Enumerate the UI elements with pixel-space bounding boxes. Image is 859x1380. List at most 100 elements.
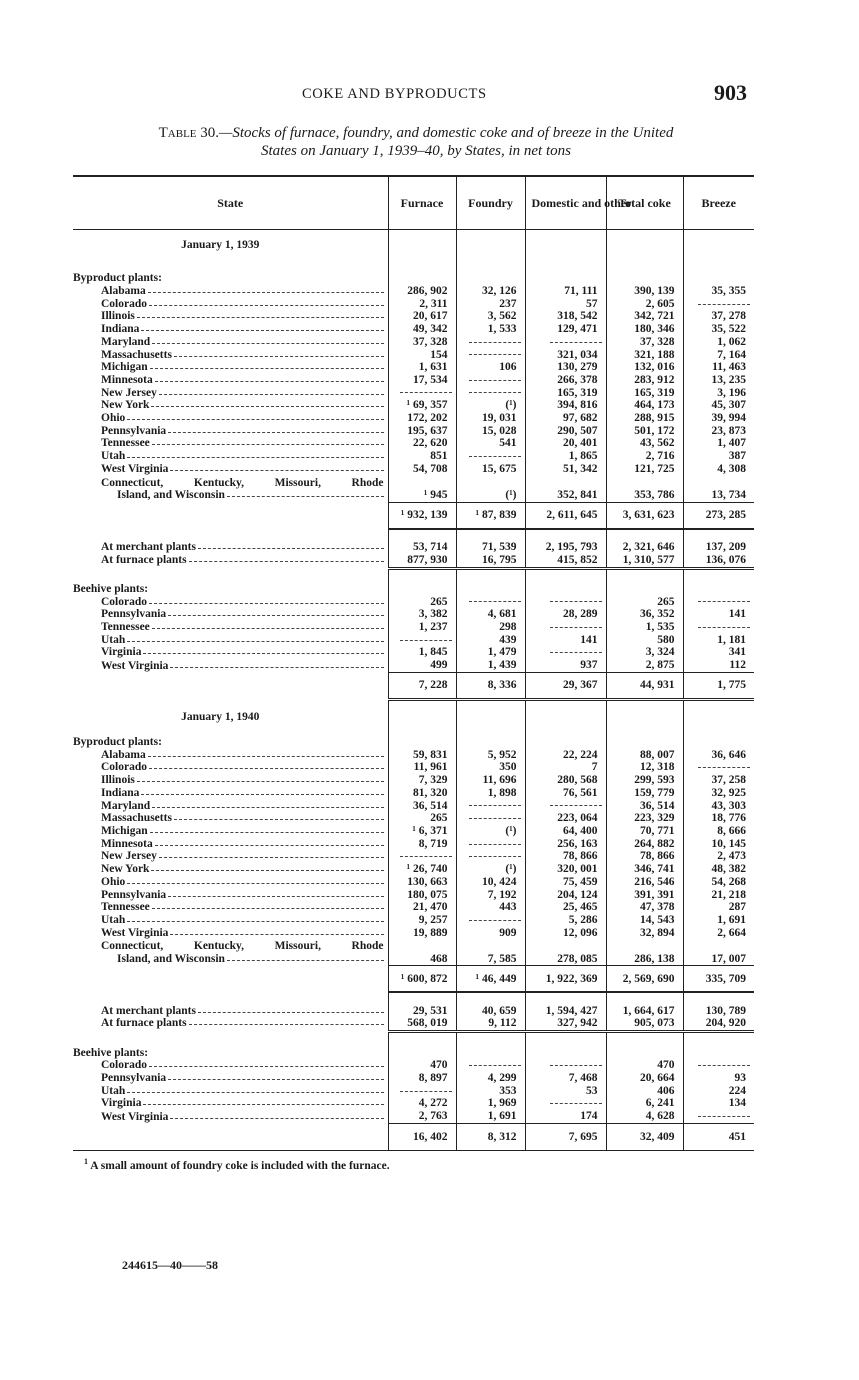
cell-breeze	[682, 761, 754, 775]
state-name: Massachusetts	[101, 812, 172, 825]
cell-total-coke: 20, 664	[605, 1072, 683, 1085]
empty-dash	[549, 805, 602, 807]
dot-leader	[168, 895, 384, 897]
row-label-cell: Tennessee	[73, 901, 388, 914]
cell-foundry: (¹)	[455, 824, 525, 838]
state-label: Tennessee	[73, 437, 388, 450]
cell-total-coke: 32, 409	[605, 1122, 683, 1151]
table-row: Pennsylvania 8, 897 4, 299 7, 468 20, 664 93	[73, 1072, 754, 1085]
state-label: Ohio	[73, 412, 388, 425]
table-row: West Virginia 499 1, 439 937 2, 875 112	[73, 659, 754, 673]
row-label-cell: West Virginia	[73, 463, 388, 476]
row-label-cell: Tennessee	[73, 437, 388, 450]
cell-foundry: 10, 424	[455, 875, 525, 889]
cell-domestic: 223, 064	[524, 812, 606, 825]
row-label-cell	[73, 672, 388, 699]
cell-breeze: 1, 691	[682, 913, 754, 927]
cell-breeze: 36, 646	[682, 748, 754, 762]
cell-total-coke: 223, 329	[605, 812, 683, 825]
dot-leader	[127, 457, 384, 459]
empty-dash	[399, 1090, 452, 1092]
footnote: 1 A small amount of foundry coke is incl…	[84, 1157, 390, 1172]
table-label: Table 30.	[158, 125, 220, 141]
state-name: New York	[101, 399, 150, 412]
cell-foundry: 71, 539	[455, 527, 525, 554]
row-label-cell: At furnace plants	[73, 554, 388, 569]
row-label-cell: Colorado	[73, 1059, 388, 1072]
cell-furnace: 1, 845	[387, 646, 456, 660]
table-row: 7, 228 8, 336 29, 367 44, 931 1, 775	[73, 671, 754, 700]
header-foundry: Foundry	[455, 175, 525, 230]
cell-domestic	[524, 620, 606, 634]
table-row: Massachusetts 265 223, 064 223, 329 18, 776	[73, 812, 754, 825]
cell-breeze: 273, 285	[682, 501, 754, 529]
cell-foundry: ¹ 87, 839	[455, 501, 525, 529]
dot-leader	[168, 615, 384, 617]
cell-foundry: 1, 533	[455, 323, 525, 336]
empty-dash	[698, 626, 750, 628]
table-row: Alabama 286, 902 32, 126 71, 111 390, 139 35,…	[73, 285, 754, 298]
cell-total-coke: 346, 741	[605, 863, 683, 876]
cell-furnace	[387, 697, 456, 723]
table-row: Pennsylvania 180, 075 7, 192 204, 124 391, 3…	[73, 888, 754, 902]
row-label-cell: Utah	[73, 1085, 388, 1098]
row-label-cell: Utah	[73, 450, 388, 463]
cell-furnace: 499	[387, 659, 456, 673]
cell-foundry	[455, 229, 525, 259]
cell-domestic: 1, 922, 369	[524, 965, 606, 993]
cell-breeze: 1, 775	[682, 671, 754, 700]
cell-foundry	[455, 722, 525, 749]
state-label: Michigan	[73, 825, 388, 838]
table-row: Ohio 172, 202 19, 031 97, 682 288, 915 39, 99…	[73, 412, 754, 425]
empty-dash	[468, 456, 521, 457]
state-label: Alabama	[73, 749, 388, 762]
row-label-cell: New Jersey	[73, 850, 388, 863]
dot-leader	[149, 368, 384, 370]
table-row: Minnesota 8, 719 256, 163 264, 882 10, 145	[73, 837, 754, 851]
state-name: Colorado	[101, 1059, 147, 1072]
state-label: Illinois	[73, 310, 388, 323]
dot-leader	[170, 469, 384, 471]
table-row: Utah 353 53 406 224	[73, 1084, 754, 1098]
cell-furnace: 1, 237	[387, 620, 456, 634]
cell-domestic	[524, 595, 606, 609]
table-row: Connecticut, Kentucky, Missouri, Rhode Is…	[73, 939, 754, 966]
cell-total-coke: 353, 786	[605, 475, 683, 503]
cell-breeze	[682, 297, 754, 311]
table-row: ¹ 600, 872 ¹ 46, 449 1, 922, 369 2, 569, 69…	[73, 965, 754, 993]
cell-breeze: 1, 181	[682, 633, 754, 647]
cell-total-coke: 406	[605, 1084, 683, 1098]
cell-foundry	[455, 348, 525, 362]
cell-furnace: 3, 382	[387, 608, 456, 621]
cell-breeze	[682, 568, 754, 596]
dot-leader	[158, 857, 384, 859]
row-label-cell: Ohio	[73, 412, 388, 425]
cell-breeze: 137, 209	[682, 527, 754, 554]
cell-total-coke: 4, 628	[605, 1110, 683, 1124]
table-row: Connecticut, Kentucky, Missouri, Rhode Is…	[73, 475, 754, 503]
cell-furnace: ¹ 6, 371	[387, 824, 456, 838]
cell-breeze: 13, 235	[682, 373, 754, 387]
row-label-cell: Connecticut, Kentucky, Missouri, Rhode Is…	[73, 939, 388, 966]
cell-furnace	[387, 229, 456, 259]
dot-leader	[151, 444, 384, 446]
cell-total-coke: 3, 324	[605, 646, 683, 660]
cell-furnace: 49, 342	[387, 323, 456, 336]
cell-domestic	[524, 259, 606, 285]
cell-breeze: 17, 007	[682, 939, 754, 966]
table-row: Minnesota 17, 534 266, 378 283, 912 13, 235	[73, 373, 754, 387]
table-row: Tennessee 22, 620 541 20, 401 43, 562 1, 407	[73, 437, 754, 451]
cell-furnace: 2, 311	[387, 297, 456, 311]
cell-breeze: 37, 278	[682, 310, 754, 324]
state-label: Tennessee	[73, 901, 388, 914]
dot-leader	[149, 304, 384, 306]
table-row: At merchant plants 29, 531 40, 659 1, 594, …	[73, 991, 754, 1018]
empty-dash	[549, 1103, 602, 1105]
table-row: West Virginia 2, 763 1, 691 174 4, 628	[73, 1110, 754, 1124]
cell-total-coke: 36, 514	[605, 799, 683, 813]
cell-total-coke	[605, 229, 683, 259]
table-row: Maryland 37, 328 37, 328 1, 062	[73, 335, 754, 349]
cell-foundry: 40, 659	[455, 991, 525, 1018]
state-name: Pennsylvania	[101, 888, 167, 901]
cell-total-coke: 2, 605	[605, 297, 683, 311]
